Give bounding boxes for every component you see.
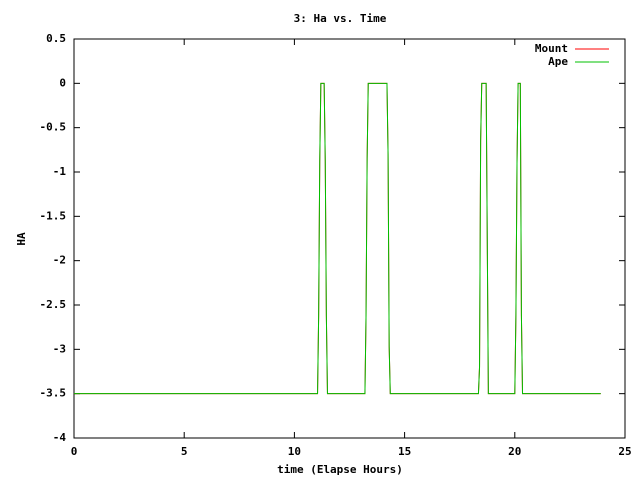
x-axis-label: time (Elapse Hours) <box>277 463 403 476</box>
legend-label: Ape <box>548 55 568 68</box>
y-axis-label: HA <box>15 232 28 246</box>
series-line <box>74 82 601 395</box>
x-tick-label: 0 <box>71 445 78 458</box>
x-tick-label: 25 <box>618 445 631 458</box>
y-tick-label: -1 <box>53 165 67 178</box>
x-tick-label: 15 <box>398 445 411 458</box>
y-tick-label: -2.5 <box>40 298 67 311</box>
y-tick-label: -1.5 <box>40 209 67 222</box>
y-tick-label: -4 <box>53 431 67 444</box>
chart-title: 3: Ha vs. Time <box>294 12 387 25</box>
y-tick-label: -3 <box>53 342 66 355</box>
y-tick-label: 0 <box>59 76 66 89</box>
x-tick-label: 5 <box>181 445 188 458</box>
y-tick-label: -3.5 <box>40 387 67 400</box>
y-tick-label: 0.5 <box>46 32 66 45</box>
legend-label: Mount <box>535 42 568 55</box>
y-tick-label: -2 <box>53 254 66 267</box>
x-tick-label: 20 <box>508 445 521 458</box>
plot-border <box>73 38 626 439</box>
x-tick-label: 10 <box>288 445 301 458</box>
y-tick-label: -0.5 <box>40 121 67 134</box>
